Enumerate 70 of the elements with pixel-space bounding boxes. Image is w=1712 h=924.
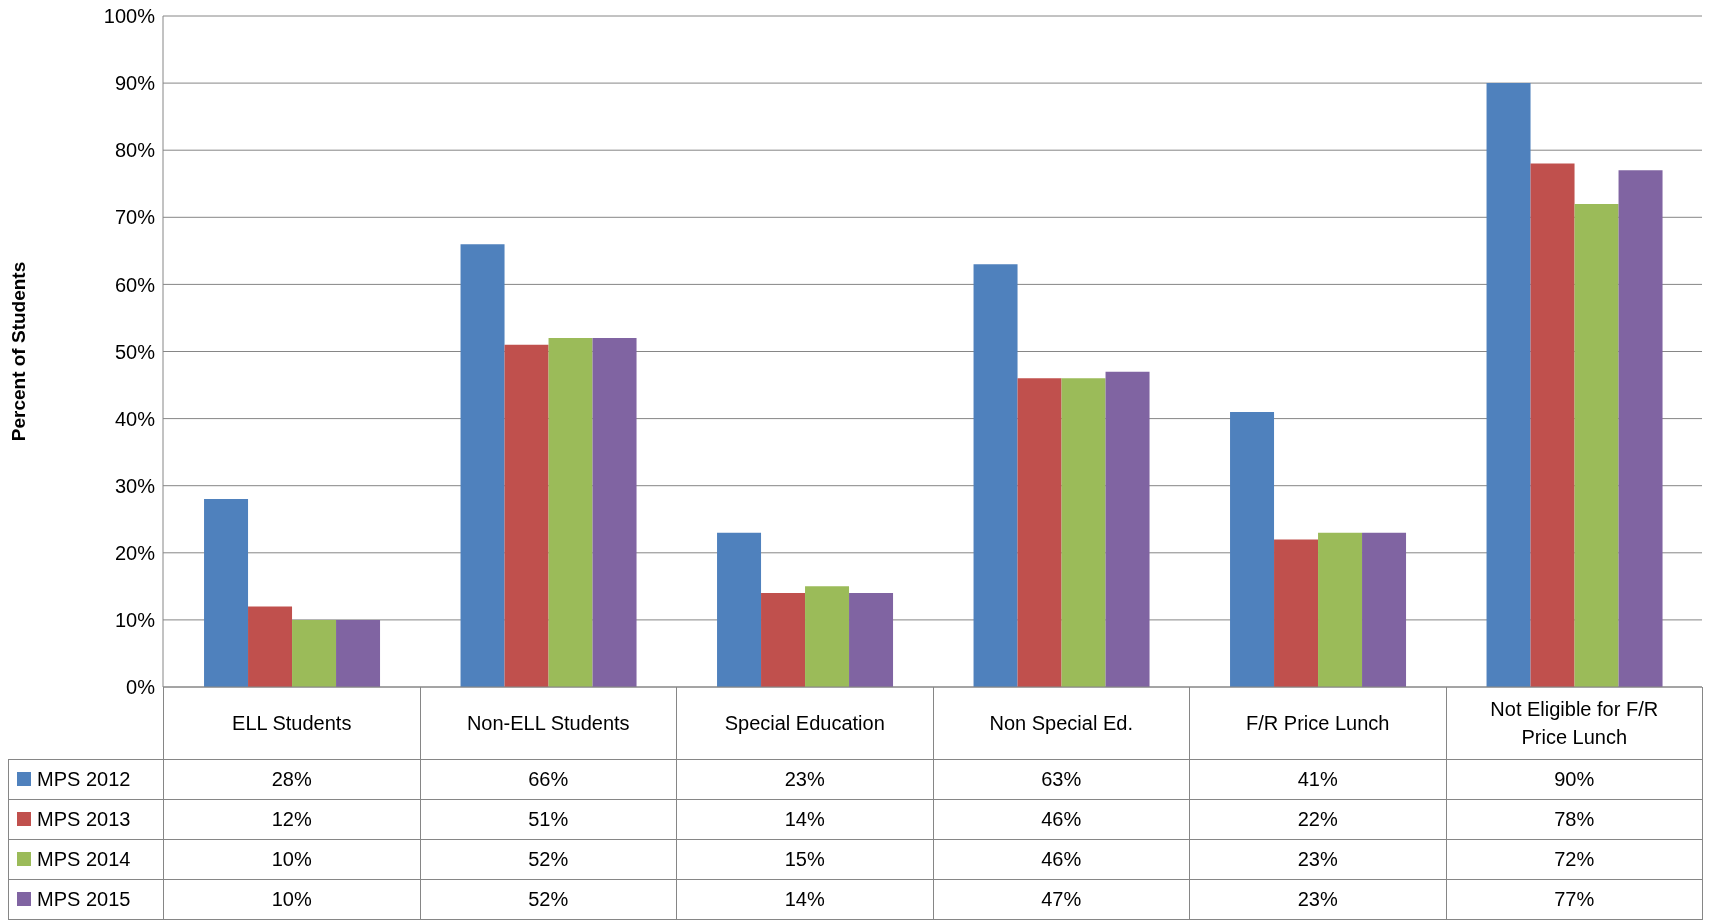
data-label: 46% bbox=[933, 799, 1190, 839]
y-tick-label: 40% bbox=[114, 407, 156, 430]
bar bbox=[973, 264, 1018, 687]
data-label: 15% bbox=[676, 839, 933, 879]
bar bbox=[805, 586, 850, 687]
data-label: 46% bbox=[933, 839, 1190, 879]
data-label: 41% bbox=[1189, 759, 1446, 799]
bar bbox=[460, 244, 505, 687]
y-tick-label: 30% bbox=[114, 474, 156, 497]
legend-label: MPS 2013 bbox=[8, 799, 164, 839]
y-tick-label: 70% bbox=[114, 206, 156, 229]
bar bbox=[504, 344, 549, 687]
data-label: 52% bbox=[420, 879, 677, 919]
data-label: 90% bbox=[1446, 759, 1703, 799]
data-label: 23% bbox=[1189, 879, 1446, 919]
data-label: 10% bbox=[163, 879, 420, 919]
x-tick-label: Not Eligible for F/R Price Lunch bbox=[1446, 687, 1703, 759]
data-label: 77% bbox=[1446, 879, 1703, 919]
y-tick-label: 60% bbox=[114, 273, 156, 296]
x-tick-label: Non Special Ed. bbox=[933, 687, 1190, 759]
y-tick-label: 10% bbox=[114, 609, 156, 631]
data-label: 12% bbox=[163, 799, 420, 839]
data-label: 78% bbox=[1446, 799, 1703, 839]
bar bbox=[1530, 163, 1575, 687]
y-tick-label: 80% bbox=[114, 139, 156, 162]
bar bbox=[1486, 83, 1531, 687]
bar bbox=[849, 593, 894, 687]
bar bbox=[292, 619, 337, 687]
legend-label: MPS 2012 bbox=[8, 759, 164, 799]
bar bbox=[1618, 170, 1663, 687]
bar bbox=[548, 338, 593, 687]
data-label: 10% bbox=[163, 839, 420, 879]
data-label: 14% bbox=[676, 799, 933, 839]
x-tick-label: Special Education bbox=[676, 687, 933, 759]
y-tick-label: 20% bbox=[114, 541, 156, 564]
data-label: 22% bbox=[1189, 799, 1446, 839]
bar bbox=[1017, 378, 1062, 687]
bar bbox=[1105, 371, 1150, 687]
bar bbox=[1318, 532, 1363, 687]
data-label: 23% bbox=[676, 759, 933, 799]
y-tick-label: 100% bbox=[103, 5, 156, 28]
bar bbox=[204, 499, 249, 687]
data-label: 47% bbox=[933, 879, 1190, 919]
bar bbox=[1574, 203, 1619, 687]
data-label: 66% bbox=[420, 759, 677, 799]
data-label: 28% bbox=[163, 759, 420, 799]
bar bbox=[336, 619, 381, 687]
bar bbox=[592, 338, 637, 687]
x-tick-label: ELL Students bbox=[163, 687, 420, 759]
data-label: 72% bbox=[1446, 839, 1703, 879]
y-tick-label: 90% bbox=[114, 72, 156, 95]
bar bbox=[717, 532, 762, 687]
bar bbox=[1061, 378, 1106, 687]
x-tick-label: F/R Price Lunch bbox=[1189, 687, 1446, 759]
bar bbox=[248, 606, 293, 687]
legend-label: MPS 2015 bbox=[8, 879, 164, 919]
x-tick-label: Non-ELL Students bbox=[420, 687, 677, 759]
legend-label: MPS 2014 bbox=[8, 839, 164, 879]
data-label: 14% bbox=[676, 879, 933, 919]
data-label: 63% bbox=[933, 759, 1190, 799]
bar bbox=[1230, 411, 1275, 687]
data-label: 23% bbox=[1189, 839, 1446, 879]
bar bbox=[761, 593, 806, 687]
data-label: 52% bbox=[420, 839, 677, 879]
bar bbox=[1362, 532, 1407, 687]
y-axis-title: Percent of Students bbox=[7, 261, 29, 442]
y-tick-label: 50% bbox=[114, 340, 156, 363]
data-label: 51% bbox=[420, 799, 677, 839]
y-tick-label: 0% bbox=[126, 676, 156, 699]
bar bbox=[1274, 539, 1319, 687]
